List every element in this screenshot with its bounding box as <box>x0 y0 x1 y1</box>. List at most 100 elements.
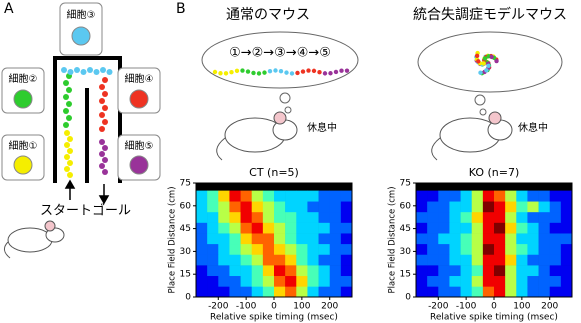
heat-cell <box>427 286 439 298</box>
mouse-icon <box>216 111 513 161</box>
heat-cell <box>460 190 473 202</box>
x-tick-label: -200 <box>428 302 449 312</box>
heat-cell <box>549 190 562 202</box>
heat-cell <box>438 265 450 277</box>
heat-cell <box>262 201 275 213</box>
heat-cell <box>196 254 208 266</box>
rest-label: 休息中 <box>518 121 548 134</box>
heat-cell <box>449 243 461 255</box>
heat-cell <box>340 190 353 202</box>
chart-title: CT (n=5) <box>249 166 299 179</box>
heat-cell <box>538 243 551 255</box>
heat-cell <box>449 265 461 277</box>
heat-cell <box>438 190 450 202</box>
heat-cell <box>416 211 428 223</box>
heat-cell <box>449 233 461 245</box>
heat-cell <box>549 222 562 234</box>
heat-cell <box>285 243 297 255</box>
heat-cell <box>527 275 539 287</box>
dot <box>223 71 229 76</box>
heat-cell <box>549 201 562 213</box>
dot <box>102 157 108 163</box>
dot <box>63 122 69 128</box>
dot <box>99 98 105 104</box>
heat-cell <box>416 254 428 266</box>
heat-cell <box>207 265 219 277</box>
dot <box>63 94 69 100</box>
heat-cell <box>229 254 241 266</box>
heat-cell <box>296 211 308 223</box>
heat-cell <box>262 233 275 245</box>
heat-cell <box>538 190 551 202</box>
cell-label: 細胞② <box>9 72 38 85</box>
dot <box>87 67 93 73</box>
heat-cell <box>229 201 241 213</box>
chart-title: KO (n=7) <box>469 166 520 179</box>
heat-cell <box>505 254 517 266</box>
dot <box>262 70 267 75</box>
heat-cell <box>516 211 528 223</box>
heat-cell <box>416 201 428 213</box>
dot <box>63 80 69 86</box>
dot <box>482 56 488 61</box>
heat-cell <box>416 243 428 255</box>
heat-cell <box>482 222 495 234</box>
heat-cell <box>494 275 506 287</box>
heat-cell <box>516 286 528 298</box>
x-axis-label: Relative spike timing (msec) <box>210 313 338 323</box>
heat-cell <box>207 211 219 223</box>
heat-cell <box>240 222 253 234</box>
heat-cell <box>196 265 208 277</box>
heat-cell <box>416 286 428 298</box>
heat-cell <box>285 222 297 234</box>
heat-cell <box>538 265 551 277</box>
heat-cell <box>340 233 353 245</box>
heat-cell <box>438 233 450 245</box>
heat-cell <box>240 254 253 266</box>
dot <box>474 53 480 59</box>
heat-cell <box>262 190 275 202</box>
dot <box>486 63 491 69</box>
y-axis-label: Place Field Distance (cm) <box>388 186 398 293</box>
heat-cell <box>318 265 331 277</box>
dot <box>80 69 87 75</box>
heat-cell <box>229 243 241 255</box>
heat-cell <box>460 233 473 245</box>
clouds <box>201 31 563 116</box>
heat-cell <box>251 222 264 234</box>
heat-cell <box>538 201 551 213</box>
heat-cell <box>340 211 353 223</box>
dot <box>256 71 262 76</box>
heat-cell <box>329 286 342 298</box>
dot <box>64 142 70 148</box>
heat-cell <box>516 275 528 287</box>
heat-cell <box>318 286 331 298</box>
heat-cell <box>274 275 286 287</box>
heat-cell <box>527 233 539 245</box>
heat-cell <box>538 286 551 298</box>
heat-cell <box>240 286 253 298</box>
heat-cell <box>296 201 308 213</box>
heat-cell <box>318 233 331 245</box>
heat-cell <box>285 211 297 223</box>
heat-cell <box>207 275 219 287</box>
heat-cell <box>329 190 342 202</box>
heat-cell <box>460 211 473 223</box>
dot <box>333 69 339 75</box>
heat-cell <box>229 222 241 234</box>
dot <box>99 139 105 145</box>
heat-cell <box>329 222 342 234</box>
heat-cell <box>482 286 495 298</box>
dot <box>328 71 333 76</box>
heat-cell <box>482 243 495 255</box>
dot <box>67 69 74 75</box>
heat-cell <box>307 201 319 213</box>
heat-cell <box>251 254 264 266</box>
heat-cell <box>329 201 342 213</box>
heat-cell <box>549 254 562 266</box>
heat-cell <box>207 190 219 202</box>
dot <box>99 84 105 90</box>
dot <box>476 59 481 64</box>
dot <box>99 163 105 169</box>
dot <box>66 101 72 107</box>
